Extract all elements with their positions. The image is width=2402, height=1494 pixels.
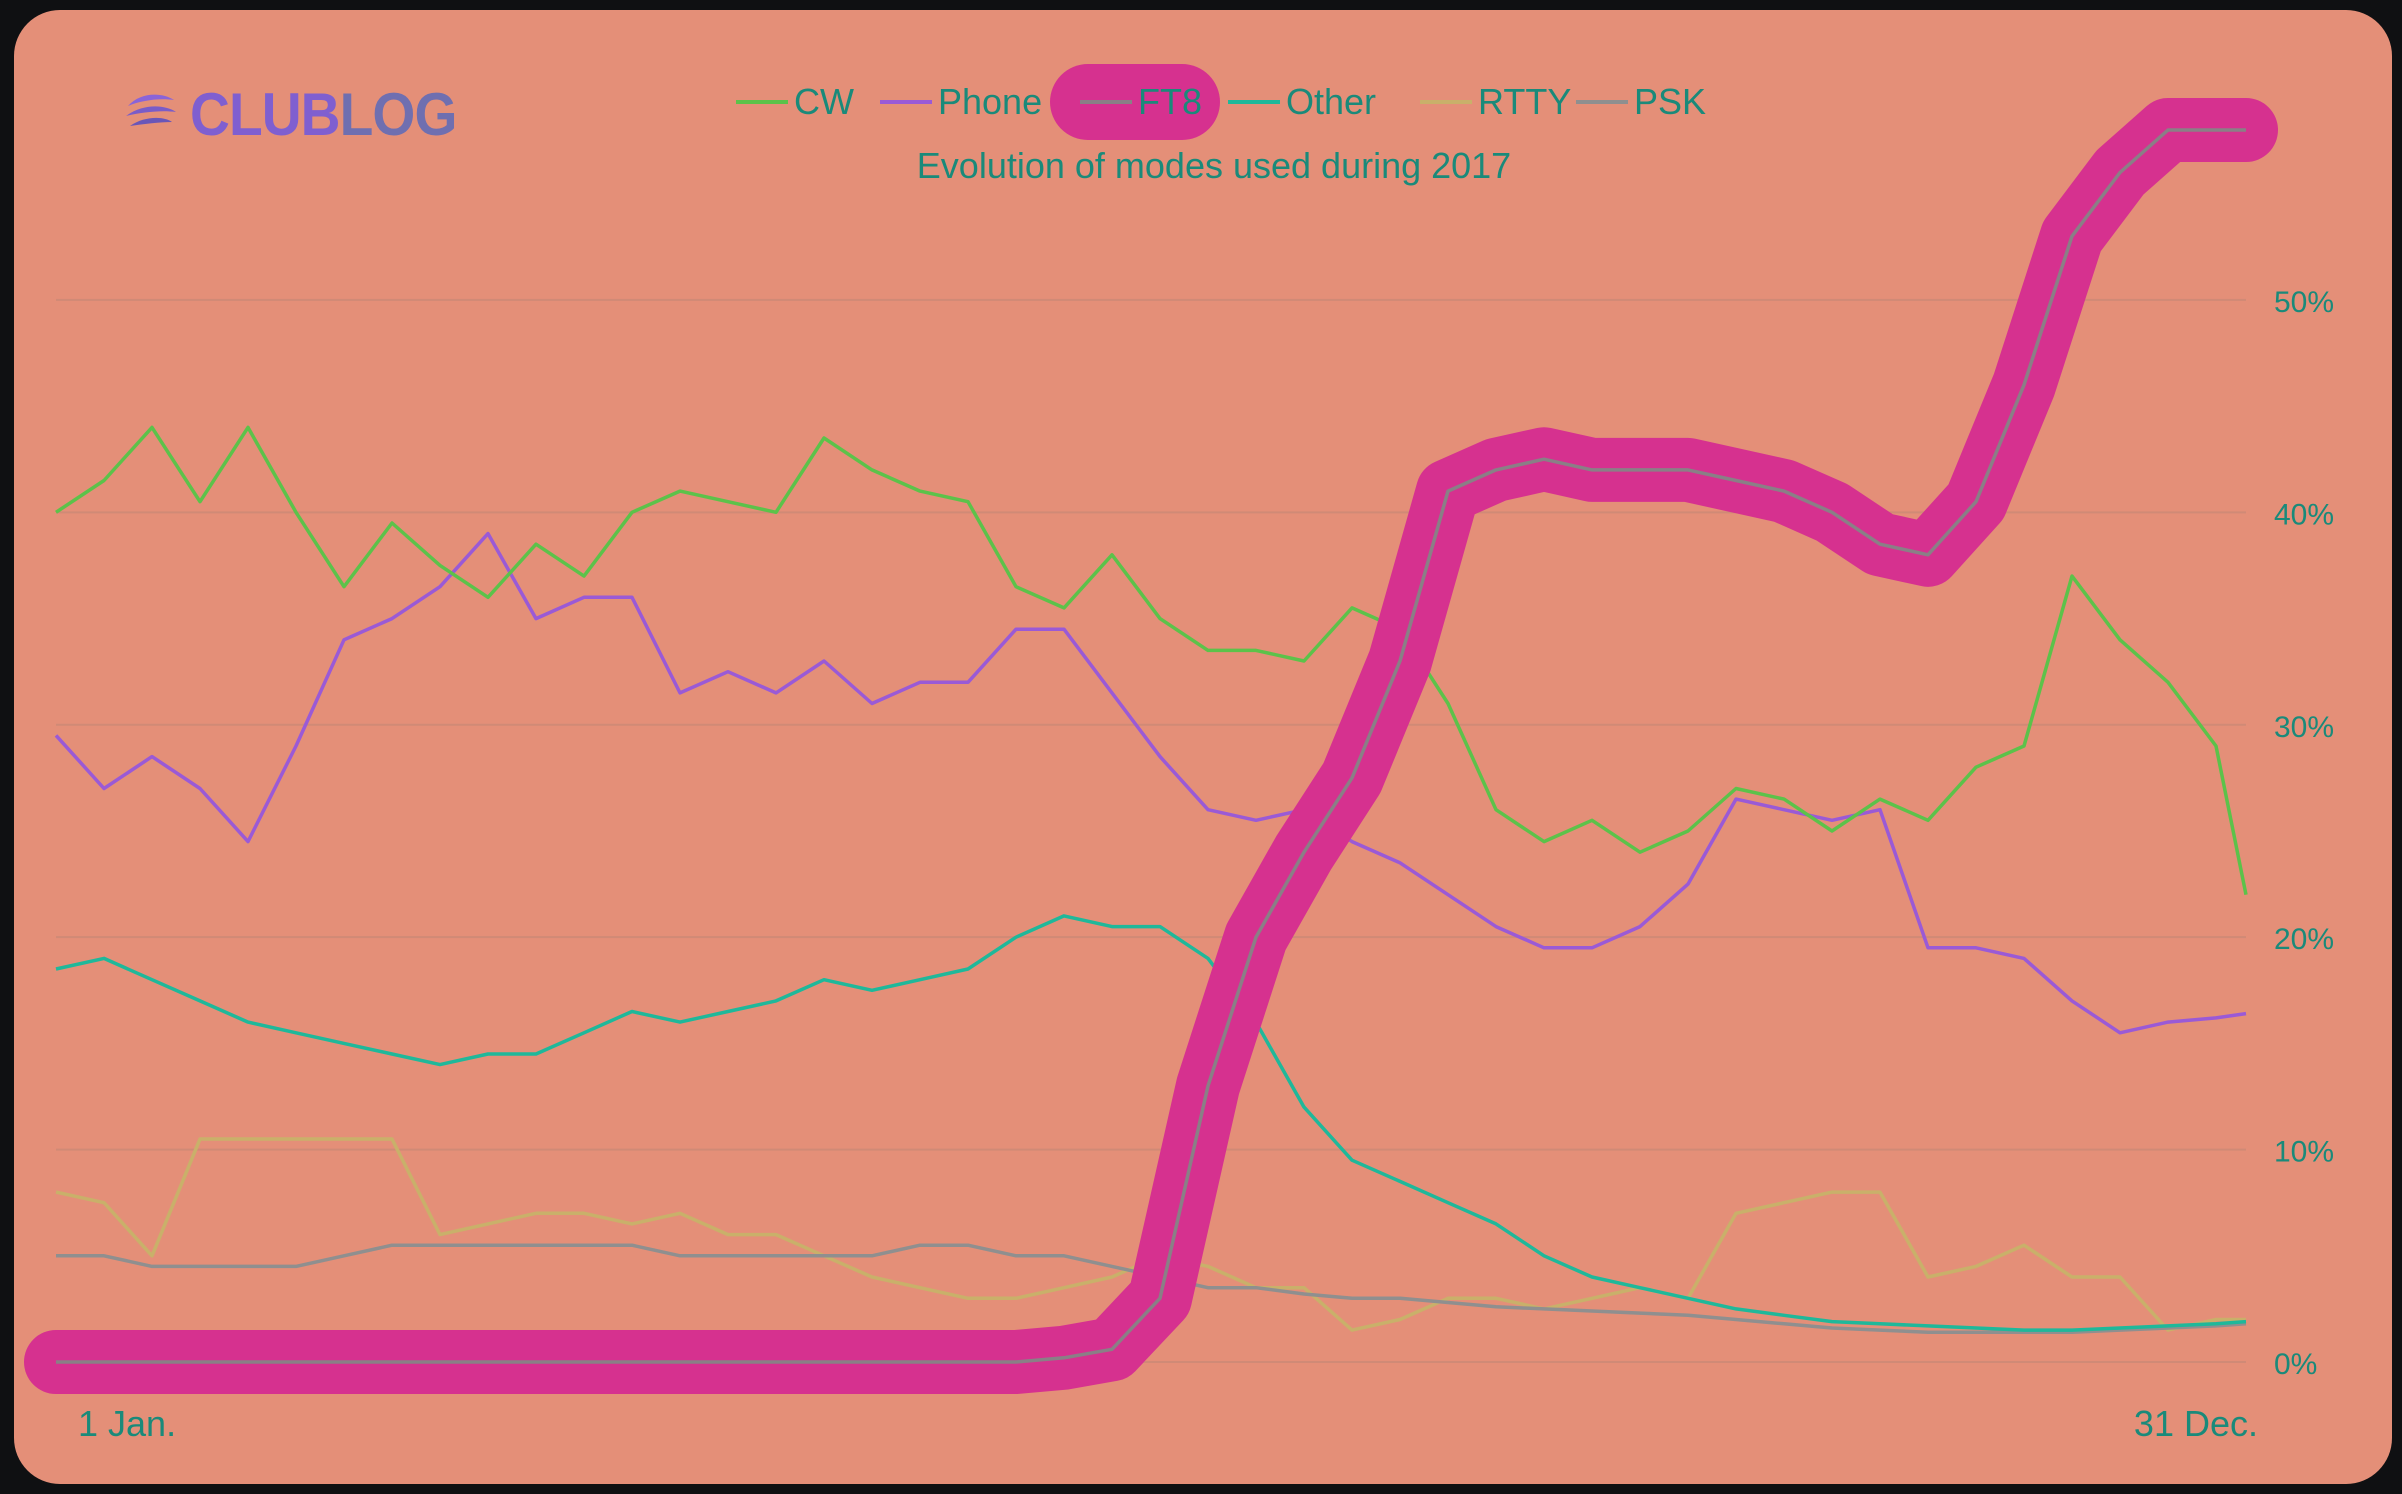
legend-highlight-ft8 (1050, 64, 1220, 140)
y-tick-label: 40% (2274, 498, 2334, 531)
x-tick-label: 31 Dec. (2134, 1403, 2258, 1444)
legend: CW Phone FT8 Other RTTY PSK (736, 64, 1706, 140)
y-tick-label: 20% (2274, 923, 2334, 956)
x-tick-label: 1 Jan. (78, 1403, 176, 1444)
legend-label-phone: Phone (938, 81, 1042, 122)
brand-name-part1: CLUB (190, 80, 341, 148)
series-line-other (55, 914, 2247, 1332)
y-tick-label: 30% (2274, 711, 2334, 744)
brand-name: CLUBLOG (190, 80, 458, 149)
y-tick-label: 0% (2274, 1348, 2317, 1381)
clublog-logo: CLUBLOG (122, 72, 480, 156)
y-tick-label: 10% (2274, 1136, 2334, 1169)
series-line-phone (54, 531, 2247, 1035)
grid-lines (56, 298, 2246, 1363)
series-line-cw (55, 425, 2248, 896)
legend-label-cw: CW (794, 81, 854, 122)
series-line-ft8 (56, 128, 2246, 1364)
legend-label-psk: PSK (1634, 81, 1706, 122)
legend-label-other: Other (1286, 81, 1376, 122)
chart-plot: 0% 10% 20% 30% 40% 50% 1 Jan. 31 Dec. Evolutio… (24, 64, 2334, 1444)
chart-frame: 0% 10% 20% 30% 40% 50% 1 Jan. 31 Dec. Evolutio… (14, 10, 2392, 1484)
globe-swirl-icon (126, 94, 176, 126)
brand-name-part2: LOG (339, 80, 458, 148)
series-lines (24, 98, 2278, 1394)
legend-label-ft8: FT8 (1138, 81, 1202, 122)
y-tick-label: 50% (2274, 286, 2334, 319)
legend-label-rtty: RTTY (1478, 81, 1571, 122)
y-tick-labels: 0% 10% 20% 30% 40% 50% (2274, 286, 2334, 1381)
chart-title: Evolution of modes used during 2017 (917, 145, 1511, 186)
x-tick-labels: 1 Jan. 31 Dec. (78, 1403, 2258, 1444)
